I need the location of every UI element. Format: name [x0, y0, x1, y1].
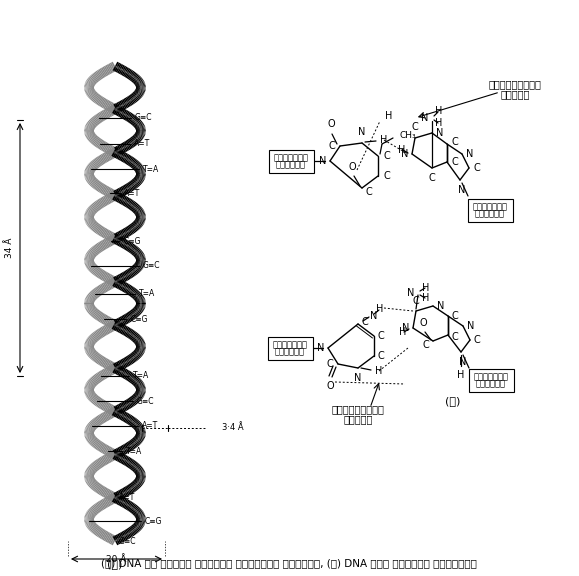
Text: H: H [398, 145, 406, 155]
Text: A=T: A=T [124, 188, 140, 198]
Text: पेन्टोस: पेन्टोस [474, 372, 508, 381]
Text: C: C [428, 173, 435, 183]
Text: C: C [413, 296, 419, 306]
Text: A=T: A=T [134, 139, 150, 149]
Text: N: N [437, 301, 444, 311]
Text: C: C [412, 122, 419, 132]
Text: C: C [383, 151, 390, 161]
Text: 20 Å: 20 Å [107, 555, 127, 563]
Text: T=A: T=A [126, 446, 142, 456]
Text: H: H [400, 327, 406, 337]
FancyBboxPatch shape [468, 369, 514, 392]
Text: N: N [402, 323, 409, 333]
Text: A=T: A=T [142, 422, 158, 430]
Text: पेन्टोस: पेन्टोस [472, 202, 508, 211]
Text: C: C [365, 187, 372, 197]
Text: G≡C: G≡C [119, 536, 137, 545]
Text: C: C [362, 317, 369, 327]
Text: (क): (क) [107, 559, 123, 569]
Text: पेन्टोस: पेन्टोस [273, 153, 309, 162]
FancyBboxPatch shape [467, 199, 512, 222]
Text: आबन्ध: आबन्ध [343, 414, 373, 424]
Text: N: N [466, 149, 474, 159]
Text: शर्करा: शर्करा [276, 160, 306, 169]
Text: C: C [328, 141, 335, 151]
FancyBboxPatch shape [267, 336, 313, 359]
Text: C: C [383, 171, 390, 181]
Text: T=A: T=A [133, 372, 149, 381]
Text: G≡C: G≡C [134, 113, 152, 123]
Text: (क) DNA की दोहरी रज्जुक हेलिक्स संरचना, (ख) DNA में क्षारक युग्मन।: (क) DNA की दोहरी रज्जुक हेलिक्स संरचना, … [101, 558, 477, 568]
Text: हाइड्रोजन: हाइड्रोजन [332, 404, 384, 414]
Text: N: N [358, 127, 366, 137]
Text: H: H [385, 111, 393, 121]
Text: C: C [452, 332, 459, 342]
Text: शर्करा: शर्करा [275, 347, 305, 356]
Text: (ख): (ख) [445, 396, 461, 406]
Text: C: C [422, 340, 429, 350]
Text: आबन्ध: आबन्ध [500, 89, 530, 99]
Text: N: N [406, 288, 414, 298]
Text: H: H [435, 106, 443, 116]
Text: H: H [422, 293, 430, 303]
Text: O: O [327, 119, 335, 129]
Text: G≡C: G≡C [143, 262, 160, 271]
Text: A=T: A=T [119, 494, 135, 502]
Text: C: C [451, 157, 458, 167]
Text: H: H [457, 370, 465, 380]
Text: 3·4 Å: 3·4 Å [222, 423, 244, 433]
Text: N: N [436, 128, 444, 138]
Text: C≡G: C≡G [130, 314, 148, 324]
Text: C≡G: C≡G [123, 237, 141, 245]
Text: O: O [419, 318, 427, 328]
Text: C: C [474, 335, 481, 345]
Text: 34 Å: 34 Å [5, 238, 14, 258]
Text: शर्करा: शर्करा [475, 209, 505, 218]
Text: C: C [452, 311, 459, 321]
Text: C≡G: C≡G [145, 517, 162, 525]
Text: N: N [401, 149, 408, 159]
Text: H: H [375, 366, 382, 376]
Text: N: N [317, 343, 324, 353]
Text: N: N [318, 156, 326, 166]
Text: T=A: T=A [144, 165, 160, 173]
Text: N: N [459, 357, 467, 367]
Text: O: O [326, 381, 334, 391]
Text: शर्करा: शर्करा [476, 379, 506, 388]
Text: C: C [378, 351, 385, 361]
Text: C: C [326, 359, 333, 369]
Text: H: H [380, 135, 387, 145]
Text: N: N [370, 311, 378, 321]
Text: O: O [348, 162, 356, 172]
Text: T=A: T=A [139, 290, 155, 298]
Text: G≡C: G≡C [137, 396, 155, 406]
Text: N: N [459, 185, 466, 195]
Text: CH₃: CH₃ [400, 131, 417, 141]
Text: H: H [422, 283, 430, 293]
Text: हाइड्रोजन: हाइड्रोजन [489, 79, 541, 89]
FancyBboxPatch shape [269, 150, 313, 172]
Text: पेन्टोस: पेन्टोस [273, 340, 307, 349]
Text: N: N [467, 321, 474, 331]
Text: N: N [354, 373, 362, 383]
Text: C: C [378, 331, 385, 341]
Text: C: C [451, 137, 458, 147]
Text: H: H [376, 304, 384, 314]
Text: C: C [473, 163, 480, 173]
Text: H: H [435, 118, 443, 128]
Text: N: N [420, 113, 428, 123]
